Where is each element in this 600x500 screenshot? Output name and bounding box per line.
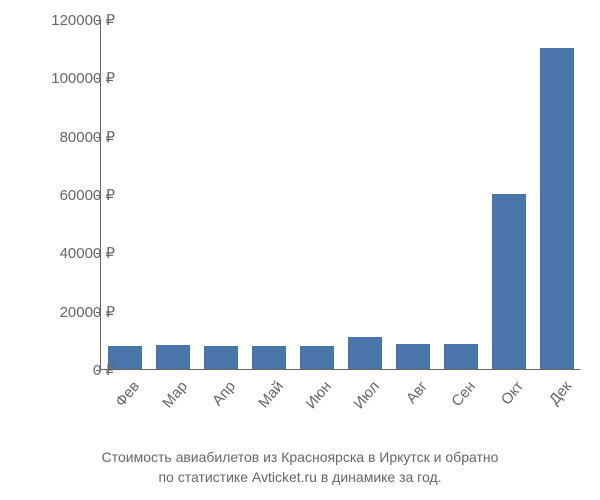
bar <box>300 346 335 369</box>
x-tick-label: Июн <box>303 378 336 412</box>
x-tick-label: Фев <box>112 378 143 410</box>
y-tick-label: 120000 ₽ <box>51 11 115 29</box>
x-tick-label: Апр <box>209 378 239 409</box>
bar <box>252 346 287 369</box>
y-tick-label: 60000 ₽ <box>60 186 115 204</box>
x-tick-label: Дек <box>546 378 575 408</box>
x-tick-label: Мар <box>159 378 191 411</box>
y-tick-label: 40000 ₽ <box>60 244 115 262</box>
bar <box>492 194 527 369</box>
y-tick-label: 0 ₽ <box>93 361 115 379</box>
x-tick-label: Июл <box>350 378 383 412</box>
y-tick-label: 20000 ₽ <box>60 303 115 321</box>
x-tick-label: Авг <box>403 378 431 407</box>
caption-line-1: Стоимость авиабилетов из Красноярска в И… <box>0 448 600 468</box>
x-tick-label: Сен <box>448 378 479 410</box>
x-tick-label: Окт <box>498 378 527 408</box>
bar <box>540 48 575 369</box>
y-tick-label: 80000 ₽ <box>60 128 115 146</box>
chart-caption: Стоимость авиабилетов из Красноярска в И… <box>0 448 600 487</box>
y-tick-label: 100000 ₽ <box>51 69 115 87</box>
bar <box>396 344 431 369</box>
bar <box>348 337 383 369</box>
bar <box>204 346 239 369</box>
caption-line-2: по статистике Avticket.ru в динамике за … <box>0 468 600 488</box>
bar <box>444 344 479 369</box>
x-tick-label: Май <box>255 378 287 411</box>
plot-area <box>100 20 580 370</box>
price-chart: ФевМарАпрМайИюнИюлАвгСенОктДек <box>100 20 580 370</box>
bar <box>156 345 191 369</box>
